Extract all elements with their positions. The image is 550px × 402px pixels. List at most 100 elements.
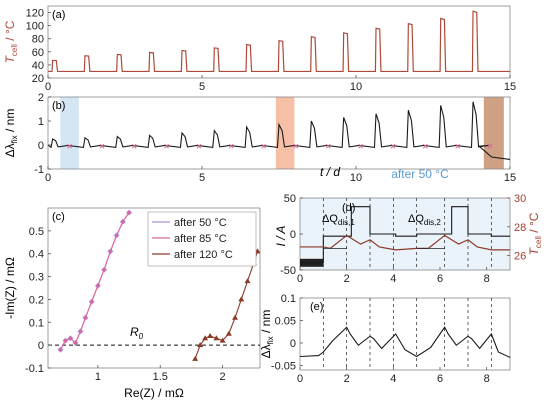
panel-c-xlabel: Re(Z) / mΩ <box>124 386 184 400</box>
y-tick-label: 80 <box>32 34 44 46</box>
nyquist-point <box>244 278 251 284</box>
nyquist-point <box>78 329 83 334</box>
highlight-band <box>60 97 79 169</box>
nyquist-line-2 <box>194 251 259 360</box>
nyquist-point <box>213 335 220 341</box>
y-tick-label: 0 <box>290 229 296 241</box>
y-tick-label: 20 <box>32 73 44 85</box>
highlight-band <box>275 97 295 169</box>
y-tick-label: 0 <box>38 140 44 152</box>
x-tick-label: 5 <box>199 81 205 93</box>
x-tick-label: 2 <box>344 273 350 285</box>
x-tick-label: 1.5 <box>153 371 168 383</box>
dlambda-e-series-line <box>299 326 511 358</box>
y-tick-label: -1 <box>34 164 44 176</box>
nyquist-point <box>83 316 88 320</box>
x-tick-label: 15 <box>504 172 516 184</box>
y-tick-label: 40 <box>32 60 44 72</box>
pink-marker <box>164 143 169 149</box>
pink-marker <box>390 143 396 149</box>
nyquist-line-1 <box>59 212 130 350</box>
y-tick-label: 0.5 <box>29 226 44 238</box>
panel-e-ylabel: Δλfix / nm <box>259 310 275 359</box>
nyquist-point <box>192 355 199 361</box>
panel-e-label: (e) <box>310 301 323 313</box>
nyquist-point <box>102 268 106 272</box>
panel-a-label: (a) <box>52 9 65 21</box>
x-tick-label: 6 <box>437 273 443 285</box>
panel-d-ylabel: I / A <box>274 226 288 247</box>
nyquist-point <box>219 337 226 343</box>
dlambda-series-line <box>47 101 511 160</box>
pink-marker <box>455 143 460 149</box>
panel-a-ylabel: Tcell / °C <box>3 20 19 63</box>
x-tick-label: 15 <box>504 81 516 93</box>
pink-marker <box>487 143 493 149</box>
y2-tick-label: 28 <box>514 222 526 234</box>
x-tick-label: 8 <box>484 273 490 285</box>
x-tick-label: 0 <box>45 172 51 184</box>
y-tick-label: 1 <box>38 116 44 128</box>
pink-marker <box>228 143 234 149</box>
x-tick-label: 10 <box>350 172 362 184</box>
legend-label: after 50 °C <box>174 217 227 229</box>
x-tick-label: 0 <box>297 373 303 385</box>
highlight-band <box>483 97 504 169</box>
nyquist-point <box>108 249 112 254</box>
panel-b-ylabel: Δλfix / nm <box>3 109 19 158</box>
panel-c-frame <box>47 207 261 369</box>
x-tick-label: 2 <box>344 373 350 385</box>
panel-e-frame <box>299 297 511 371</box>
panel-c-annotation: R0 <box>130 325 144 341</box>
y-tick-label: 100 <box>26 21 44 33</box>
nyquist-point <box>225 330 232 336</box>
panel-d-annot-2: ΔQdis,2 <box>408 213 441 227</box>
temperature-series-line <box>300 234 510 251</box>
pink-marker <box>131 143 137 149</box>
y-tick-label: 0.1 <box>281 293 296 305</box>
y-tick-label: -0.05 <box>271 361 296 373</box>
y-tick-label: 0.2 <box>29 294 44 306</box>
nyquist-point <box>114 233 119 238</box>
y-tick-label: 0.4 <box>29 249 44 261</box>
y2-tick-label: 26 <box>514 251 526 263</box>
y2-tick-label: 30 <box>514 193 526 205</box>
pink-marker <box>99 143 105 149</box>
x-tick-label: 0 <box>297 273 303 285</box>
x-tick-label: 10 <box>350 81 362 93</box>
x-tick-label: 4 <box>390 373 396 385</box>
pink-marker <box>261 143 266 149</box>
x-tick-label: 2 <box>220 371 226 383</box>
y-tick-label: 2 <box>38 92 44 104</box>
x-tick-label: 1 <box>95 371 101 383</box>
y-tick-label: 50 <box>284 193 296 205</box>
nyquist-point <box>63 338 68 343</box>
x-tick-label: 4 <box>390 273 396 285</box>
panel-c-label: (c) <box>52 211 65 223</box>
panel-d: t / d (d) after 50 °C 0 2 4 6 8-50050262830 … <box>274 165 543 285</box>
panel-a-frame <box>47 5 511 79</box>
y-tick-label: 0.1 <box>29 317 44 329</box>
nyquist-point <box>121 220 125 224</box>
x-tick-label: 6 <box>437 373 443 385</box>
legend-label: after 85 °C <box>174 233 227 245</box>
legend-label: after 120 °C <box>174 249 233 261</box>
nyquist-point <box>73 341 78 345</box>
y-tick-label: 0.05 <box>275 316 296 328</box>
y-tick-label: -0.1 <box>25 363 44 375</box>
panel-c: (c) 1 1.5 2 -0.1 0 0.1 0.2 0.3 0.4 0.5 R0 Re(Z) /… <box>3 207 261 400</box>
panel-d-label: (d) <box>342 202 355 214</box>
y-tick-label: 60 <box>32 47 44 59</box>
panel-d-xlabel-top: t / d <box>320 165 340 179</box>
pink-marker <box>196 143 202 149</box>
pink-marker <box>67 143 72 149</box>
pink-marker <box>358 143 363 149</box>
y-tick-label: 120 <box>26 8 44 20</box>
panel-c-legend: after 50 °C after 85 °C after 120 °C <box>147 211 257 267</box>
x-tick-label: 5 <box>199 172 205 184</box>
nyquist-point <box>96 284 100 288</box>
y-tick-label: 0 <box>38 340 44 352</box>
y-tick-label: 0.3 <box>29 272 44 284</box>
